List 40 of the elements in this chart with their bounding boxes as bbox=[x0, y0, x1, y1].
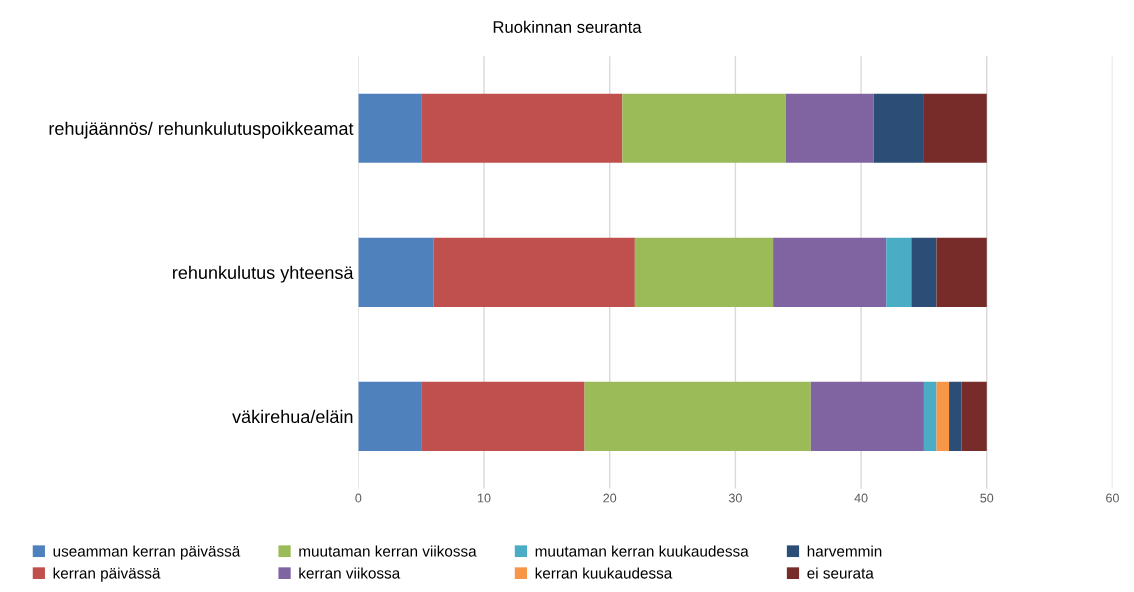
legend-label: kerran kuukaudessa bbox=[535, 567, 673, 579]
bar bbox=[622, 93, 786, 163]
bar bbox=[421, 93, 623, 163]
x-tick-label: 40 bbox=[854, 493, 868, 503]
legend-label: ei seurata bbox=[807, 567, 874, 579]
bar bbox=[358, 381, 422, 451]
bar bbox=[886, 237, 912, 307]
legend-label: kerran päivässä bbox=[53, 567, 161, 582]
y-tick-label: väkirehua/eläin bbox=[232, 409, 353, 424]
bar bbox=[923, 93, 987, 163]
bar bbox=[773, 237, 887, 307]
x-tick-label: 0 bbox=[355, 493, 362, 503]
x-tick-label: 30 bbox=[728, 493, 742, 503]
bar bbox=[421, 381, 585, 451]
bar bbox=[810, 381, 924, 451]
bar bbox=[923, 381, 937, 451]
legend-label: kerran viikossa bbox=[299, 567, 401, 579]
x-tick-label: 20 bbox=[603, 493, 617, 503]
legend-label: muutaman kerran kuukaudessa bbox=[535, 545, 749, 557]
bar bbox=[936, 237, 987, 307]
y-tick-label: rehujäännös/ rehunkulutuspoikkeamat bbox=[49, 121, 354, 139]
x-tick-label: 50 bbox=[980, 493, 994, 503]
bar bbox=[961, 381, 987, 451]
bar bbox=[433, 237, 635, 307]
bar bbox=[358, 93, 422, 163]
bar bbox=[785, 93, 874, 163]
x-tick-label: 60 bbox=[1106, 493, 1119, 503]
bar bbox=[911, 237, 937, 307]
chart-title: Ruokinnan seuranta bbox=[493, 20, 642, 33]
y-tick-label: rehunkulutus yhteensä bbox=[173, 265, 354, 283]
x-tick-label: 10 bbox=[478, 493, 491, 503]
legend-label: useamman kerran päivässä bbox=[53, 545, 241, 560]
bar bbox=[949, 381, 962, 451]
bar bbox=[584, 381, 811, 451]
bar bbox=[634, 237, 774, 307]
legend-label: harvemmin bbox=[807, 545, 882, 557]
bar bbox=[936, 381, 950, 451]
legend-label: muutaman kerran viikossa bbox=[299, 545, 477, 557]
bar bbox=[873, 93, 924, 163]
bar bbox=[358, 237, 434, 307]
